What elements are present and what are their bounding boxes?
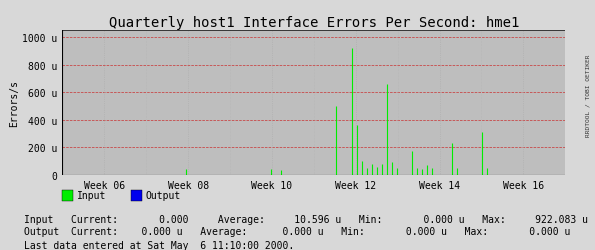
Text: Output  Current:    0.000 u   Average:      0.000 u   Min:       0.000 u   Max: : Output Current: 0.000 u Average: 0.000 u… (24, 226, 570, 236)
Text: Input: Input (77, 191, 107, 200)
Text: RRDTOOL / TOBI OETIKER: RRDTOOL / TOBI OETIKER (586, 54, 591, 136)
Y-axis label: Errors/s: Errors/s (10, 80, 20, 126)
Text: Last data entered at Sat May  6 11:10:00 2000.: Last data entered at Sat May 6 11:10:00 … (24, 240, 294, 250)
Text: Output: Output (146, 191, 181, 200)
Title: Quarterly host1 Interface Errors Per Second: hme1: Quarterly host1 Interface Errors Per Sec… (109, 16, 519, 30)
Text: Input   Current:       0.000     Average:     10.596 u   Min:       0.000 u   Ma: Input Current: 0.000 Average: 10.596 u M… (24, 214, 588, 224)
